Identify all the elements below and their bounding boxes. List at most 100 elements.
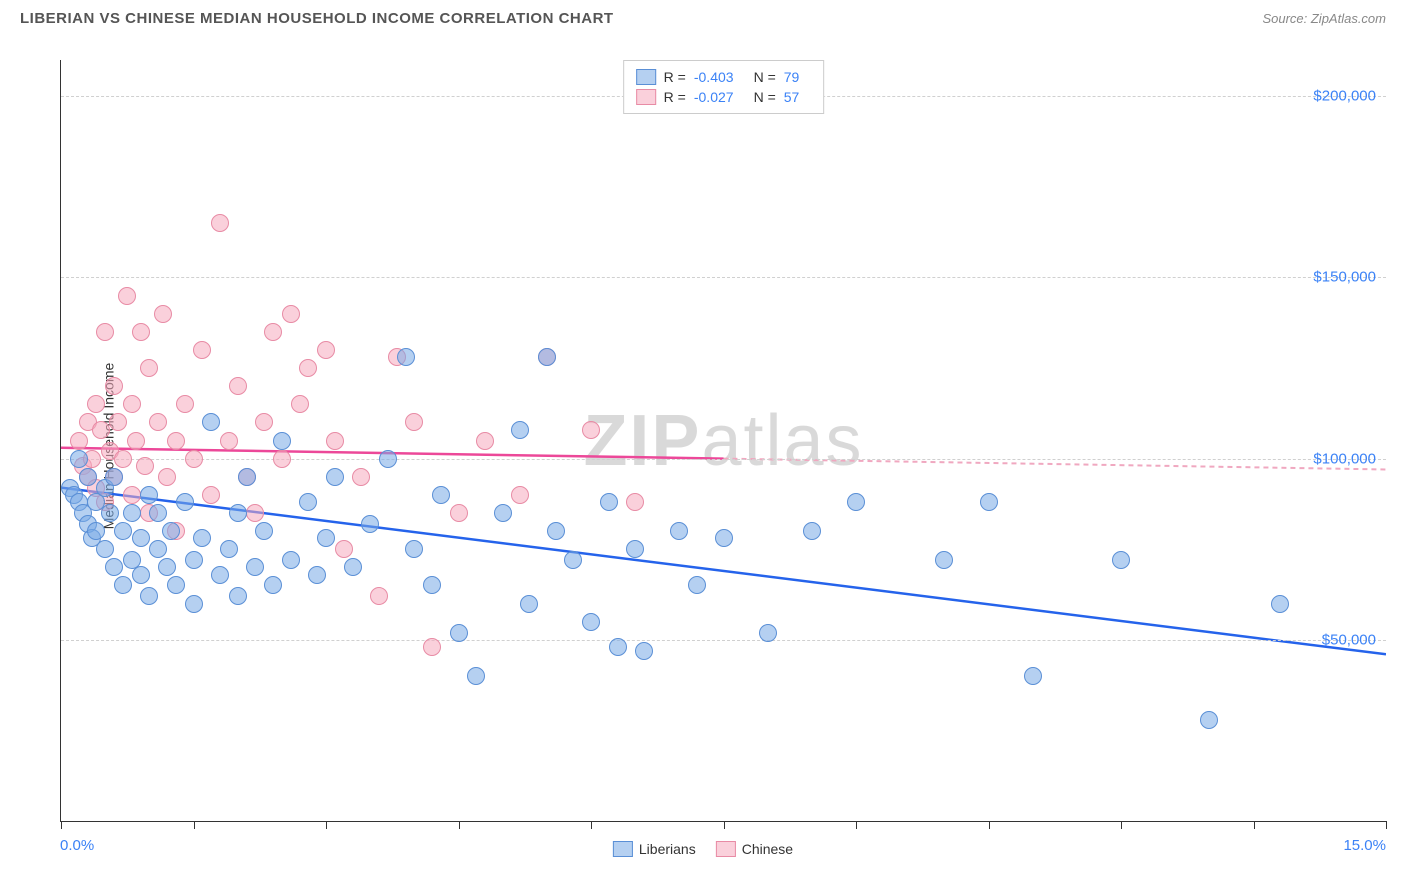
scatter-point xyxy=(317,341,335,359)
scatter-point xyxy=(370,587,388,605)
scatter-point xyxy=(149,504,167,522)
scatter-point xyxy=(759,624,777,642)
scatter-point xyxy=(688,576,706,594)
scatter-point xyxy=(423,638,441,656)
scatter-point xyxy=(158,558,176,576)
scatter-point xyxy=(185,551,203,569)
swatch-liberians-bottom xyxy=(613,841,633,857)
scatter-point xyxy=(803,522,821,540)
scatter-point xyxy=(600,493,618,511)
scatter-point xyxy=(405,540,423,558)
scatter-point xyxy=(149,540,167,558)
scatter-point xyxy=(255,522,273,540)
scatter-point xyxy=(1024,667,1042,685)
scatter-point xyxy=(158,468,176,486)
scatter-point xyxy=(980,493,998,511)
scatter-point xyxy=(317,529,335,547)
scatter-point xyxy=(467,667,485,685)
scatter-point xyxy=(70,450,88,468)
scatter-point xyxy=(140,486,158,504)
y-tick-label: $200,000 xyxy=(1313,88,1376,105)
scatter-point xyxy=(246,504,264,522)
x-tick xyxy=(61,821,62,829)
scatter-point xyxy=(123,504,141,522)
scatter-point xyxy=(229,377,247,395)
scatter-point xyxy=(273,432,291,450)
scatter-point xyxy=(87,395,105,413)
swatch-chinese-bottom xyxy=(716,841,736,857)
scatter-point xyxy=(609,638,627,656)
scatter-point xyxy=(101,504,119,522)
scatter-point xyxy=(132,566,150,584)
scatter-point xyxy=(379,450,397,468)
scatter-point xyxy=(140,359,158,377)
scatter-point xyxy=(1112,551,1130,569)
x-axis-max-label: 15.0% xyxy=(1343,837,1386,854)
scatter-point xyxy=(626,493,644,511)
scatter-point xyxy=(176,395,194,413)
scatter-point xyxy=(114,522,132,540)
scatter-point xyxy=(162,522,180,540)
scatter-point xyxy=(114,450,132,468)
swatch-chinese xyxy=(636,89,656,105)
x-tick xyxy=(1121,821,1122,829)
scatter-point xyxy=(132,323,150,341)
scatter-point xyxy=(109,413,127,431)
scatter-point xyxy=(246,558,264,576)
scatter-point xyxy=(92,421,110,439)
correlation-legend: R = -0.403 N = 79 R = -0.027 N = 57 xyxy=(623,60,825,114)
scatter-point xyxy=(564,551,582,569)
x-tick xyxy=(856,821,857,829)
scatter-point xyxy=(1200,711,1218,729)
scatter-point xyxy=(96,540,114,558)
scatter-point xyxy=(238,468,256,486)
scatter-point xyxy=(308,566,326,584)
scatter-point xyxy=(211,214,229,232)
scatter-point xyxy=(229,587,247,605)
scatter-point xyxy=(299,359,317,377)
scatter-point xyxy=(291,395,309,413)
scatter-point xyxy=(229,504,247,522)
chart-header: LIBERIAN VS CHINESE MEDIAN HOUSEHOLD INC… xyxy=(10,10,1396,32)
x-tick xyxy=(591,821,592,829)
y-tick-label: $50,000 xyxy=(1322,631,1376,648)
scatter-point xyxy=(432,486,450,504)
scatter-point xyxy=(193,341,211,359)
scatter-point xyxy=(96,323,114,341)
scatter-point xyxy=(326,432,344,450)
scatter-point xyxy=(264,323,282,341)
legend-label-liberians: Liberians xyxy=(639,841,696,857)
x-tick xyxy=(989,821,990,829)
scatter-point xyxy=(140,587,158,605)
gridline xyxy=(61,277,1386,278)
x-tick xyxy=(326,821,327,829)
scatter-point xyxy=(105,377,123,395)
scatter-point xyxy=(105,468,123,486)
x-axis-min-label: 0.0% xyxy=(60,837,94,854)
x-tick xyxy=(1254,821,1255,829)
scatter-point xyxy=(105,558,123,576)
watermark: ZIPatlas xyxy=(583,400,863,482)
chart-title: LIBERIAN VS CHINESE MEDIAN HOUSEHOLD INC… xyxy=(20,10,614,27)
legend-row-chinese: R = -0.027 N = 57 xyxy=(636,87,812,107)
scatter-point xyxy=(670,522,688,540)
scatter-point xyxy=(202,486,220,504)
scatter-point xyxy=(582,421,600,439)
x-tick xyxy=(1386,821,1387,829)
scatter-point xyxy=(114,576,132,594)
scatter-point xyxy=(185,595,203,613)
scatter-point xyxy=(582,613,600,631)
scatter-point xyxy=(326,468,344,486)
scatter-point xyxy=(335,540,353,558)
series-legend: Liberians Chinese xyxy=(613,841,793,857)
scatter-point xyxy=(361,515,379,533)
scatter-point xyxy=(520,595,538,613)
gridline xyxy=(61,640,1386,641)
legend-item-liberians: Liberians xyxy=(613,841,696,857)
scatter-point xyxy=(176,493,194,511)
scatter-point xyxy=(79,468,97,486)
scatter-point xyxy=(167,576,185,594)
trend-lines-svg xyxy=(61,60,1386,821)
scatter-point xyxy=(123,486,141,504)
scatter-point xyxy=(299,493,317,511)
